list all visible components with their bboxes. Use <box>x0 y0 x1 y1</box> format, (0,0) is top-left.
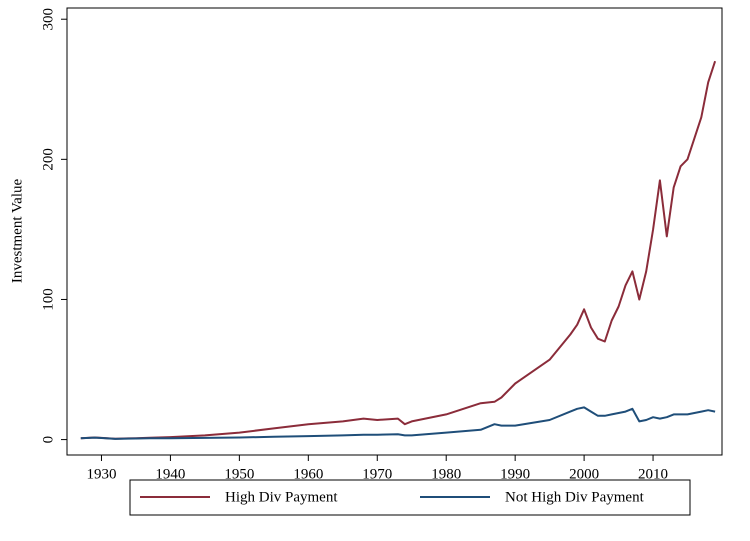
x-tick-label: 1980 <box>431 466 461 482</box>
y-tick-label: 200 <box>40 148 56 171</box>
x-tick-label: 1960 <box>293 466 323 482</box>
legend-label: High Div Payment <box>225 489 338 505</box>
x-tick-label: 1940 <box>155 466 185 482</box>
x-tick-label: 1990 <box>500 466 530 482</box>
series-line <box>80 60 717 440</box>
y-tick-label: 100 <box>40 288 56 311</box>
legend-label: Not High Div Payment <box>505 489 645 505</box>
series-line <box>80 406 716 440</box>
x-tick-label: 1970 <box>362 466 392 482</box>
plot-frame <box>66 7 723 456</box>
y-tick-label: 300 <box>40 8 56 31</box>
x-tick-label: 2010 <box>638 466 668 482</box>
legend-box <box>129 479 691 516</box>
x-tick-label: 1930 <box>86 466 116 482</box>
y-axis-title: Investment Value <box>9 179 25 284</box>
x-tick-label: 1950 <box>224 466 254 482</box>
y-tick-label: 0 <box>40 436 56 444</box>
x-tick-label: 2000 <box>569 466 599 482</box>
